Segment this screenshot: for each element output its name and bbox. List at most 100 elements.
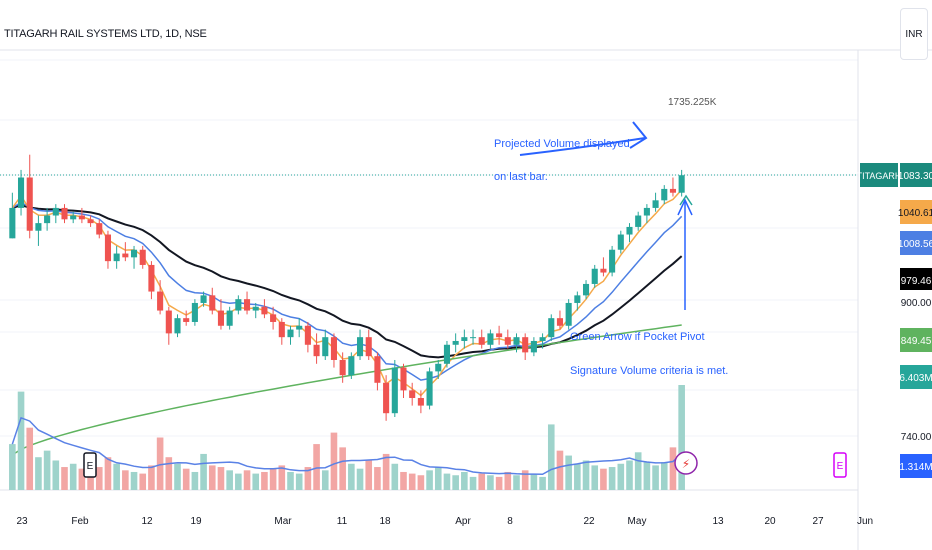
date-tick: 18: [379, 516, 391, 527]
price-label-box: [900, 290, 932, 314]
candle-body: [643, 207, 650, 216]
candle-body: [209, 295, 216, 311]
earnings-marker-icon: E: [837, 461, 844, 472]
volume-bar: [130, 471, 138, 490]
candle-body: [61, 207, 68, 220]
candle-body: [243, 299, 251, 311]
volume-bar: [278, 465, 286, 490]
candle-body: [652, 200, 659, 208]
lightning-icon: ⚡: [682, 457, 690, 471]
price-label-box: [900, 328, 932, 352]
volume-bar: [513, 475, 520, 490]
volume-bar: [69, 463, 77, 490]
volume-bar: [261, 471, 268, 490]
price-label: 1008.56: [898, 239, 932, 250]
annotation-projected-volume-line2: on last bar.: [494, 171, 548, 183]
volume-bar: [17, 391, 25, 490]
volume-bar: [235, 473, 242, 490]
earnings-marker-box: [833, 452, 847, 478]
volume-bar: [217, 467, 225, 490]
price-label: 740.00: [901, 432, 932, 443]
candle-body: [26, 177, 33, 231]
volume-bar: [582, 460, 590, 490]
date-tick: 20: [764, 516, 776, 527]
volume-bar: [556, 450, 564, 490]
annotation-projected-volume: Projected Volume displayed: [494, 138, 630, 150]
candle-body: [383, 382, 390, 414]
currency-button[interactable]: INR: [900, 8, 928, 60]
volume-bar: [208, 465, 216, 490]
volume-bar: [356, 468, 364, 490]
volume-bar: [313, 444, 320, 490]
candle-body: [522, 337, 529, 353]
date-tick: 27: [812, 516, 824, 527]
candles: [9, 154, 685, 421]
volume-bar: [78, 468, 86, 490]
candle-body: [548, 318, 555, 338]
candle-body: [582, 283, 590, 296]
date-tick: 11: [337, 516, 348, 527]
candle-body: [157, 291, 164, 311]
volume-bar: [400, 471, 407, 490]
volume-bar: [339, 447, 346, 490]
volume-bar: [295, 473, 303, 490]
volume-bar: [61, 467, 68, 490]
candle-body: [148, 264, 155, 292]
price-label: 849.45: [901, 336, 932, 347]
earnings-marker-box: [83, 452, 97, 478]
volume-bar: [530, 473, 538, 490]
volume-bar: [495, 476, 503, 490]
candle-body: [191, 302, 198, 322]
volume-bar: [287, 471, 294, 490]
candle-body: [122, 253, 129, 258]
volume-bar: [252, 473, 260, 490]
arrow-projected-volume: [519, 137, 646, 156]
date-tick: 22: [583, 516, 595, 527]
volume-bar: [643, 462, 651, 490]
candle-body: [296, 325, 303, 330]
pocket-pivot-arrow-icon: [679, 194, 693, 206]
price-label: 979.46: [901, 276, 932, 287]
volume-ma-line: [11, 416, 683, 476]
price-label-box: [900, 365, 932, 389]
volume-bar: [521, 470, 529, 490]
volume-bar: [304, 467, 312, 490]
candle-body: [365, 337, 372, 357]
candle-body: [44, 215, 51, 224]
candle-body: [87, 219, 94, 224]
price-label-box: [900, 268, 932, 292]
price-label: 900.00: [901, 298, 932, 309]
volume-bar: [565, 455, 572, 490]
candle-body: [235, 299, 242, 311]
moving-averages: [11, 189, 683, 456]
arrow-head-pivot: [677, 198, 693, 216]
candle-body: [183, 318, 190, 322]
candle-body: [478, 337, 485, 345]
price-label-box: [900, 231, 932, 255]
volume-bar: [417, 475, 425, 490]
volume-bar: [669, 447, 677, 490]
date-tick: May: [628, 516, 647, 527]
volume-bar: [426, 470, 433, 490]
volume-bar: [200, 453, 207, 490]
candle-body: [556, 318, 564, 326]
candle-body: [270, 314, 277, 322]
price-label-box: [900, 200, 932, 224]
volume-bar: [226, 470, 233, 490]
candle-body: [635, 215, 642, 227]
candle-body: [287, 329, 294, 338]
volume-bar: [478, 473, 486, 490]
volume-bar: [408, 473, 416, 490]
volume-bar: [269, 468, 277, 490]
volume-bar: [104, 457, 112, 490]
price-label: 1.314M: [899, 462, 932, 473]
volume-bar: [539, 476, 546, 490]
candle-body: [626, 226, 633, 235]
volume-bar: [113, 463, 120, 490]
volume-bar: [43, 450, 51, 490]
candle-body: [339, 359, 346, 376]
symbol-title: TITAGARH RAIL SYSTEMS LTD, 1D, NSE: [4, 28, 207, 40]
volume-bar: [487, 475, 494, 490]
